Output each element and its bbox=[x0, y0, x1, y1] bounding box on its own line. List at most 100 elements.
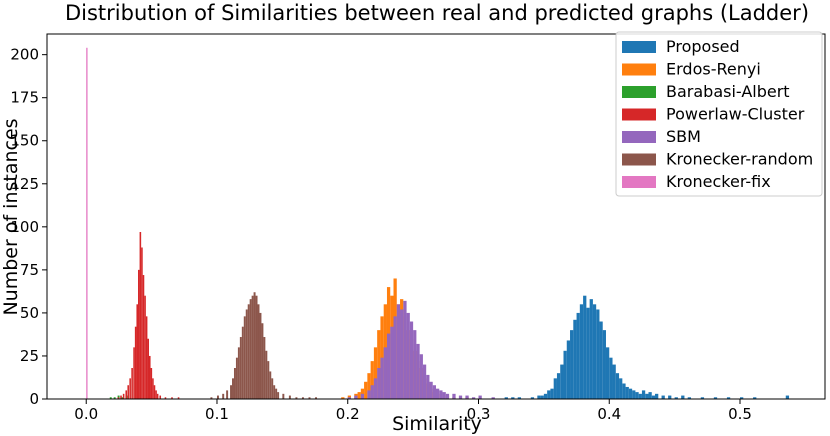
histogram-bar bbox=[129, 378, 131, 399]
legend-swatch bbox=[622, 41, 656, 53]
series-powerlaw-cluster bbox=[117, 232, 180, 399]
histogram-bar bbox=[145, 316, 148, 399]
x-axis-label: Similarity bbox=[392, 413, 482, 435]
histogram-bar bbox=[452, 393, 456, 399]
histogram-bar bbox=[164, 397, 167, 399]
y-tick-label: 75 bbox=[20, 261, 39, 279]
histogram-bar bbox=[245, 309, 248, 399]
histogram-bar bbox=[380, 357, 384, 399]
x-tick-label: 0.3 bbox=[467, 405, 491, 423]
histogram-bar bbox=[504, 397, 508, 399]
histogram-bar bbox=[271, 378, 274, 399]
histogram-bar bbox=[429, 381, 433, 399]
histogram-bar bbox=[393, 316, 397, 399]
histogram-bar bbox=[233, 368, 236, 399]
y-tick-label: 175 bbox=[10, 89, 39, 107]
histogram-bar bbox=[171, 397, 173, 399]
histogram-bar bbox=[465, 395, 469, 399]
histogram-bar bbox=[583, 295, 587, 399]
histogram-bar bbox=[687, 397, 691, 399]
histogram-bar bbox=[226, 390, 229, 399]
histogram-bar bbox=[253, 292, 256, 399]
histogram-bar bbox=[556, 373, 561, 399]
histogram-bar bbox=[576, 312, 580, 399]
histogram-bar bbox=[668, 395, 672, 399]
histogram-bar bbox=[141, 247, 143, 399]
histogram-bar bbox=[530, 397, 535, 399]
histogram-bar bbox=[416, 343, 420, 399]
histogram-bar bbox=[471, 397, 476, 399]
x-tick-label: 0.5 bbox=[728, 405, 752, 423]
histogram-bar bbox=[282, 393, 285, 399]
histogram-bar bbox=[117, 397, 120, 399]
legend-label: SBM bbox=[666, 127, 701, 146]
histogram-bar bbox=[249, 299, 252, 399]
histogram-bar bbox=[426, 374, 430, 399]
histogram-bar bbox=[153, 385, 156, 399]
histogram-bar bbox=[144, 295, 146, 399]
y-tick-label: 0 bbox=[29, 390, 39, 408]
histogram-bar bbox=[386, 333, 391, 399]
histogram-bar bbox=[560, 364, 564, 399]
histogram-bar bbox=[537, 395, 541, 399]
histogram-bar bbox=[133, 347, 135, 399]
histogram-bar bbox=[570, 330, 574, 399]
histogram-bar bbox=[785, 395, 790, 399]
histogram-bar bbox=[563, 350, 567, 399]
histogram-bar bbox=[259, 312, 262, 399]
histogram-bar bbox=[152, 378, 154, 399]
histogram-bar bbox=[222, 393, 225, 399]
histogram-bar bbox=[230, 385, 233, 399]
histogram-bar bbox=[419, 354, 423, 399]
histogram-bar bbox=[177, 397, 180, 399]
histogram-bar bbox=[403, 300, 407, 399]
histogram-bar bbox=[367, 373, 371, 399]
histogram-bar bbox=[139, 232, 142, 399]
histogram-bar bbox=[156, 393, 159, 399]
histogram-bar bbox=[648, 392, 652, 399]
histogram-bar bbox=[155, 390, 157, 399]
histogram-bar bbox=[491, 397, 495, 399]
histogram-bar bbox=[550, 388, 554, 399]
series-sbm bbox=[347, 300, 495, 399]
histogram-bar bbox=[121, 397, 124, 399]
histogram-bar bbox=[445, 393, 450, 399]
histogram-bar bbox=[628, 388, 633, 399]
histogram-bar bbox=[122, 393, 125, 399]
histogram-bar bbox=[566, 340, 571, 399]
series-proposed bbox=[504, 295, 790, 399]
histogram-bar bbox=[216, 395, 219, 399]
x-tick-label: 0.0 bbox=[74, 405, 98, 423]
histogram-bar bbox=[553, 378, 557, 399]
histogram-bar bbox=[86, 47, 88, 400]
histogram-bar bbox=[127, 385, 129, 399]
legend-label: Kronecker-random bbox=[666, 150, 813, 169]
histogram-bar bbox=[638, 393, 642, 399]
histogram-bar bbox=[596, 309, 600, 399]
legend-swatch bbox=[622, 108, 656, 121]
histogram-bar bbox=[370, 385, 374, 399]
histogram-bar bbox=[681, 395, 685, 399]
histogram-bar bbox=[726, 397, 731, 399]
histogram-bar bbox=[367, 390, 371, 399]
y-tick-label: 100 bbox=[10, 218, 39, 236]
histogram-bar bbox=[635, 392, 639, 399]
histogram-bar bbox=[134, 326, 137, 399]
histogram-bar bbox=[263, 337, 266, 399]
histogram-bar bbox=[458, 395, 463, 399]
histogram-bar bbox=[632, 390, 636, 399]
histogram-bar bbox=[511, 397, 515, 399]
histogram-bar bbox=[277, 392, 280, 399]
legend: Proposed Erdos-Renyi Barabasi-Albert Powerl… bbox=[615, 31, 823, 197]
histogram-bar bbox=[605, 347, 610, 399]
histogram-bars bbox=[86, 47, 790, 400]
histogram-bar bbox=[301, 397, 304, 399]
legend-items: Proposed Erdos-Renyi Barabasi-Albert Powerl… bbox=[622, 37, 813, 191]
histogram-bar bbox=[573, 319, 577, 399]
legend-swatch bbox=[622, 153, 656, 166]
histogram-bar bbox=[138, 269, 140, 399]
histogram-bar bbox=[547, 390, 551, 399]
histogram-bar bbox=[131, 368, 133, 399]
histogram-bar bbox=[740, 397, 744, 399]
